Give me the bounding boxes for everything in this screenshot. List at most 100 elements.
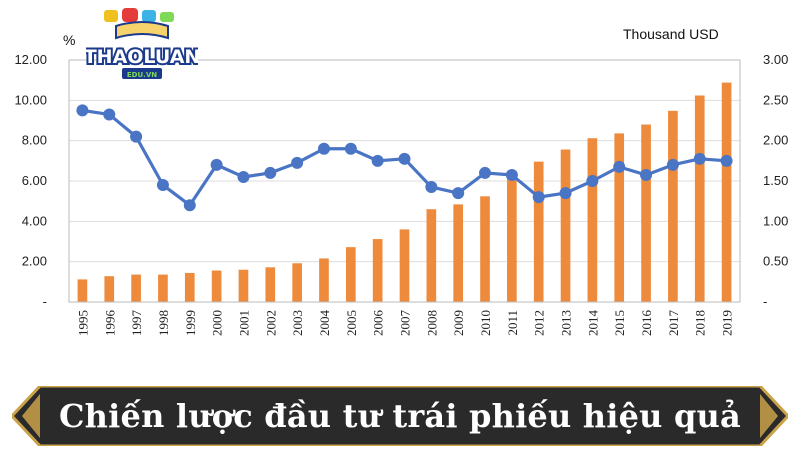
- x-tick-label: 2016: [639, 310, 654, 337]
- bar: [533, 161, 544, 302]
- bar: [77, 279, 88, 302]
- y-right-tick-label: 3.00: [763, 52, 788, 67]
- bar: [560, 149, 571, 302]
- line-point: [640, 168, 653, 181]
- x-tick-label: 2005: [344, 310, 359, 336]
- line-point: [237, 170, 250, 183]
- bar: [587, 138, 598, 302]
- x-tick-label: 2017: [666, 310, 681, 337]
- line-point: [505, 168, 518, 181]
- line-point: [317, 142, 330, 155]
- line-point: [586, 175, 599, 187]
- x-tick-label: 1998: [156, 310, 171, 336]
- x-tick-label: 1996: [102, 310, 117, 337]
- plot-border: [68, 59, 741, 303]
- x-tick-label: 2007: [398, 310, 413, 337]
- bar: [158, 274, 168, 302]
- line-point: [291, 156, 304, 169]
- y-right-unit-label: Thousand USD: [623, 26, 719, 42]
- x-tick-label: 2015: [612, 310, 627, 336]
- line-series-group: [76, 104, 733, 212]
- y-left-unit-label: %: [63, 32, 75, 48]
- bar: [265, 267, 276, 302]
- bar: [641, 124, 651, 303]
- bar: [399, 229, 410, 302]
- bar: [480, 196, 490, 302]
- bar: [507, 174, 517, 302]
- y-right-tick-label: 2.00: [763, 133, 788, 148]
- bar: [104, 276, 115, 302]
- site-logo: THAOLUAN EDU.VN: [86, 8, 198, 79]
- line-point: [559, 187, 572, 200]
- bar: [345, 247, 356, 302]
- line-point: [76, 104, 89, 117]
- line-point: [425, 181, 438, 194]
- x-tick-label: 2013: [559, 310, 574, 336]
- line-point: [452, 187, 465, 200]
- line-point: [156, 179, 169, 192]
- x-tick-label: 2000: [210, 310, 225, 336]
- x-tick-label: 2004: [317, 310, 332, 337]
- y-right-tick-label: 1.50: [763, 173, 788, 188]
- line-point: [183, 199, 196, 212]
- x-tick-label: 2008: [424, 310, 439, 336]
- bar-series-group: [77, 82, 732, 303]
- y-left-tick-label: 2.00: [22, 254, 47, 269]
- bar: [614, 133, 625, 302]
- x-tick-label: 1997: [129, 310, 144, 337]
- line-point: [666, 158, 679, 171]
- x-tick-label: 2009: [451, 310, 466, 336]
- line-point: [130, 130, 143, 143]
- bar: [292, 263, 302, 302]
- y-right-tick-label: 1.00: [763, 213, 788, 228]
- x-tick-label: 2014: [585, 310, 600, 337]
- bar: [184, 272, 195, 302]
- line-point: [371, 154, 384, 167]
- x-tick-label: 1995: [75, 310, 90, 336]
- x-tick-label: 2003: [290, 310, 305, 336]
- line-point: [398, 152, 411, 165]
- bar: [453, 204, 464, 302]
- x-tick-label: 2012: [532, 310, 547, 336]
- line-point: [344, 142, 357, 155]
- y-right-tick-label: -: [763, 294, 767, 309]
- bar: [372, 239, 383, 302]
- banner-title: Chiến lược đầu tư trái phiếu hiệu quả: [59, 397, 741, 435]
- bar: [426, 209, 437, 302]
- axes: 12.00 10.00 8.00 6.00 4.00 2.00 - 3.00 2.50 2.00 1…: [14, 52, 788, 336]
- title-banner-shape: [12, 386, 788, 446]
- x-tick-label: 2002: [263, 310, 278, 336]
- y-right-tick-label: 2.50: [763, 92, 788, 107]
- bar: [238, 269, 249, 302]
- line-point: [720, 154, 733, 167]
- logo-subtext: EDU.VN: [127, 71, 157, 79]
- line-point: [693, 152, 706, 165]
- line-point: [532, 191, 545, 204]
- y-left-tick-label: 4.00: [22, 213, 47, 228]
- bar: [721, 82, 732, 302]
- line-point: [479, 166, 492, 179]
- y-left-tick-label: 8.00: [22, 133, 47, 148]
- x-tick-label: 2006: [371, 310, 386, 337]
- x-tick-label: 2010: [478, 310, 493, 336]
- x-tick-label: 2011: [505, 310, 520, 336]
- line-point: [210, 158, 223, 171]
- x-tick-label: 2019: [720, 310, 735, 336]
- y-right-tick-label: 0.50: [763, 254, 788, 269]
- line-point: [264, 166, 277, 179]
- bar: [668, 110, 678, 302]
- x-tick-label: 2018: [693, 310, 708, 336]
- y-left-tick-label: 6.00: [22, 173, 47, 188]
- line-point: [103, 108, 116, 121]
- bar: [319, 258, 329, 302]
- y-left-tick-label: -: [43, 294, 47, 309]
- x-tick-label: 1999: [183, 310, 198, 336]
- y-left-tick-label: 12.00: [14, 52, 47, 67]
- logo-wordmark: THAOLUAN: [86, 46, 198, 68]
- y-left-tick-label: 10.00: [14, 92, 47, 107]
- x-tick-label: 2001: [236, 310, 251, 336]
- line-point: [613, 160, 626, 173]
- bar: [211, 270, 222, 302]
- bar: [694, 95, 705, 302]
